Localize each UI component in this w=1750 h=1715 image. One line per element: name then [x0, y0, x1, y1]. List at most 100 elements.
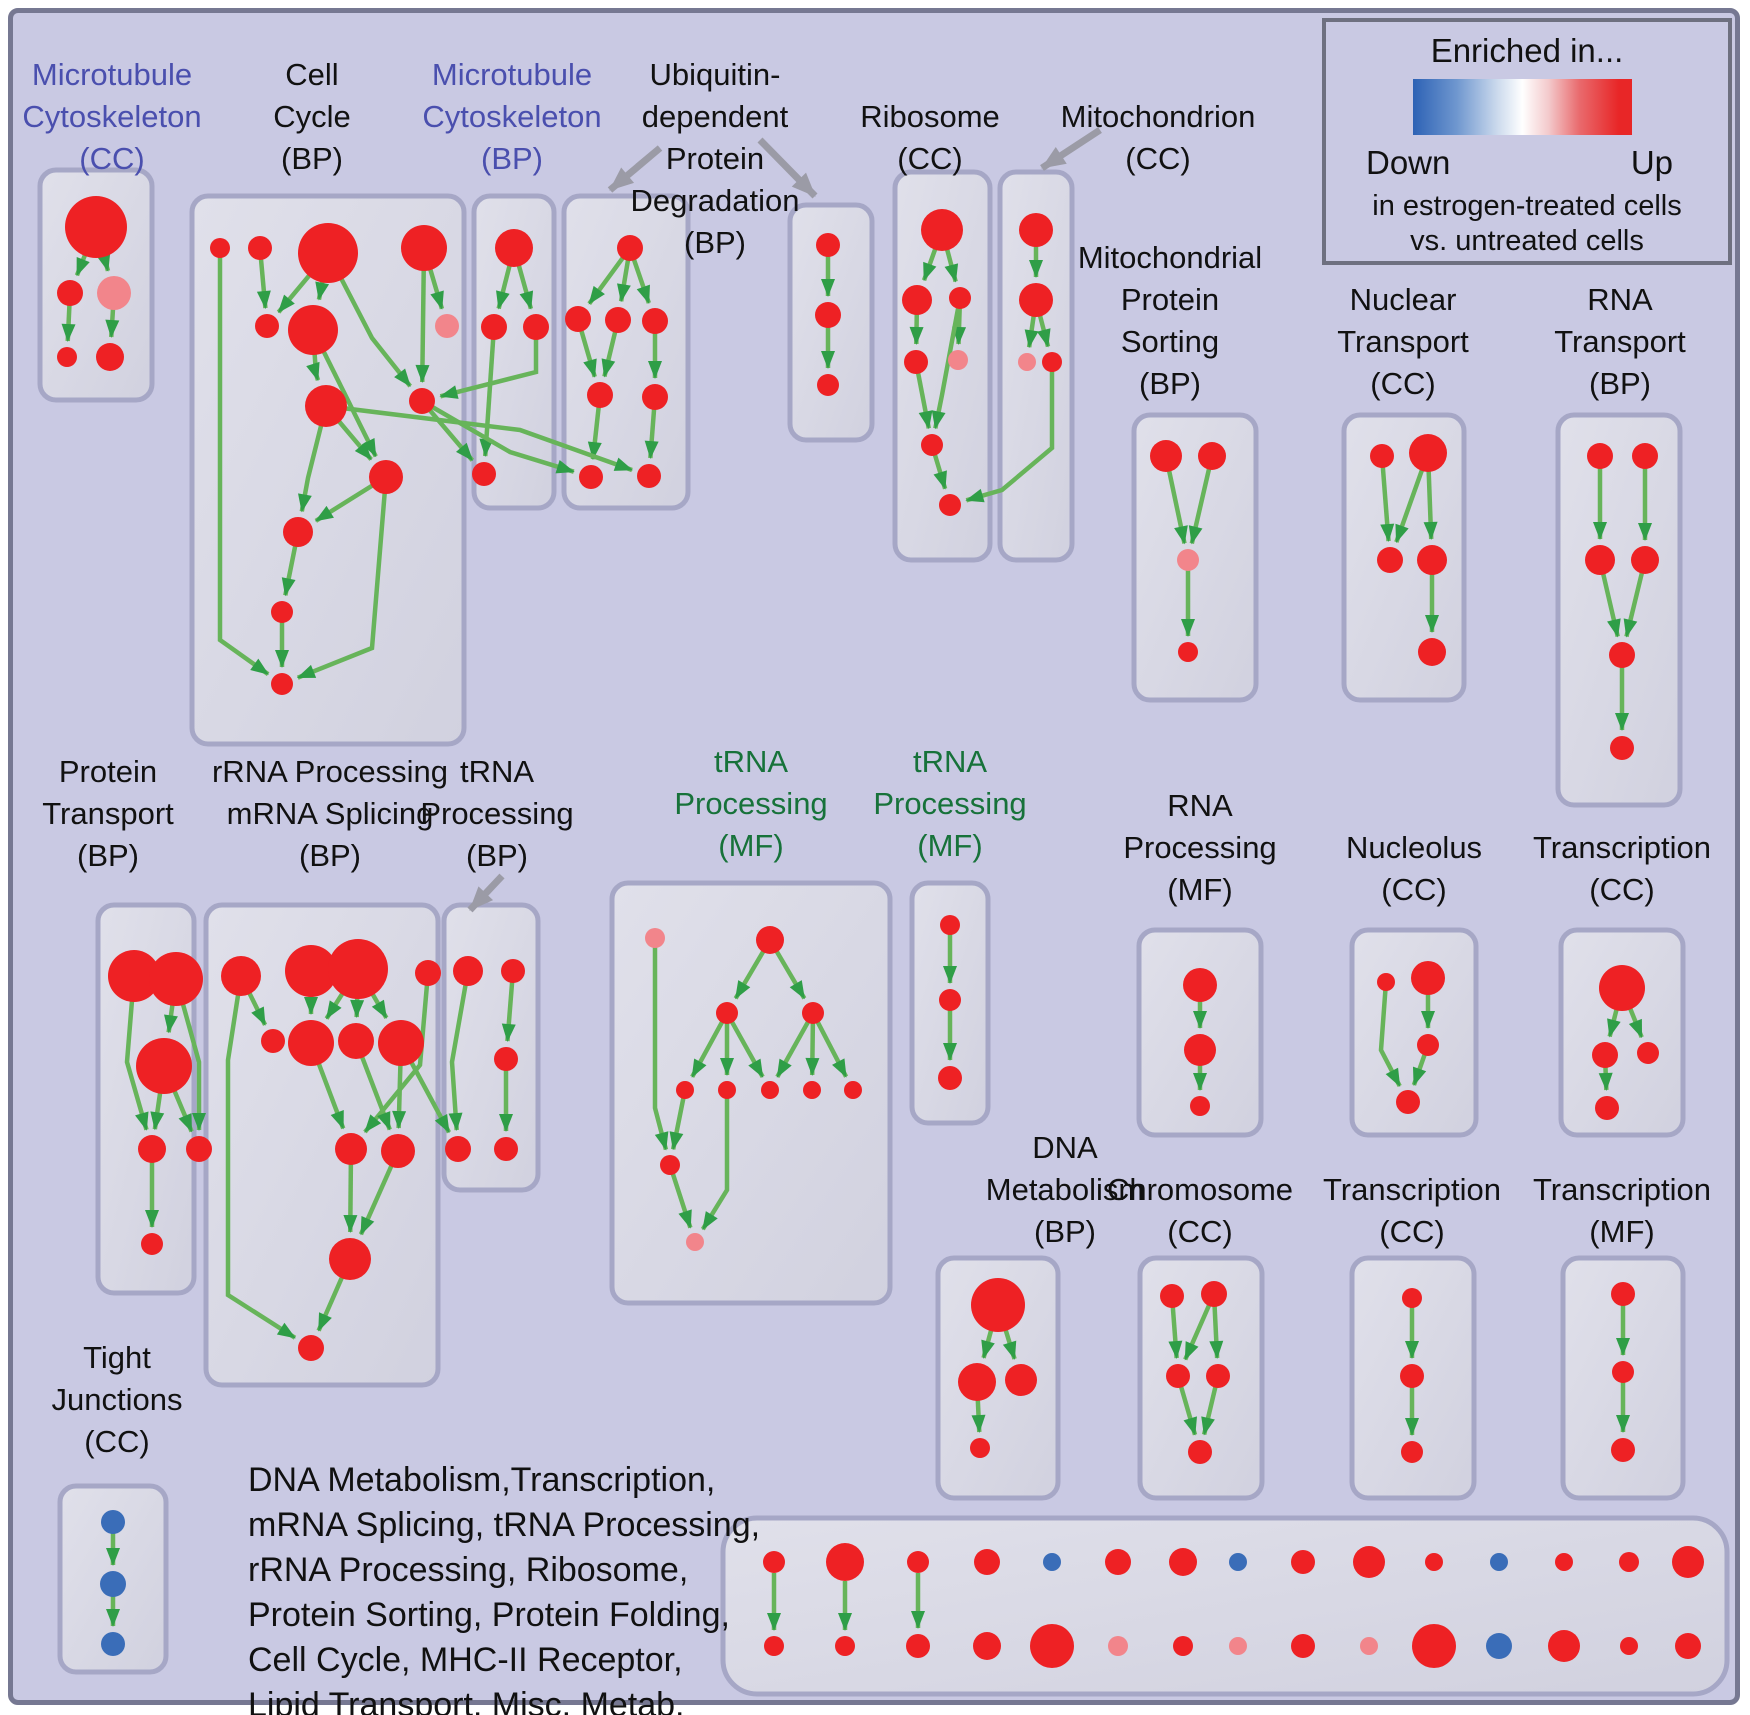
- go-term-node[interactable]: [1043, 1553, 1061, 1571]
- go-term-node[interactable]: [1631, 546, 1659, 574]
- go-term-node[interactable]: [149, 952, 203, 1006]
- go-term-node[interactable]: [65, 196, 127, 258]
- go-term-node[interactable]: [1490, 1553, 1508, 1571]
- go-term-node[interactable]: [298, 223, 358, 283]
- go-term-node[interactable]: [1418, 638, 1446, 666]
- go-term-node[interactable]: [271, 601, 293, 623]
- go-term-node[interactable]: [1620, 1637, 1638, 1655]
- go-term-node[interactable]: [1555, 1553, 1573, 1571]
- go-term-node[interactable]: [587, 382, 613, 408]
- go-term-node[interactable]: [1201, 1281, 1227, 1307]
- go-term-node[interactable]: [1632, 443, 1658, 469]
- go-term-node[interactable]: [1425, 1553, 1443, 1571]
- go-term-node[interactable]: [1396, 1090, 1420, 1114]
- go-term-node[interactable]: [958, 1363, 996, 1401]
- go-term-node[interactable]: [1611, 1282, 1635, 1306]
- go-term-node[interactable]: [369, 460, 403, 494]
- go-term-node[interactable]: [298, 1335, 324, 1361]
- go-term-node[interactable]: [1018, 353, 1036, 371]
- go-term-node[interactable]: [565, 306, 591, 332]
- go-term-node[interactable]: [1609, 642, 1635, 668]
- go-term-node[interactable]: [1675, 1633, 1701, 1659]
- go-term-node[interactable]: [501, 959, 525, 983]
- go-term-node[interactable]: [617, 235, 643, 261]
- go-term-node[interactable]: [1377, 973, 1395, 991]
- go-term-node[interactable]: [415, 960, 441, 986]
- go-term-node[interactable]: [676, 1081, 694, 1099]
- go-term-node[interactable]: [481, 314, 507, 340]
- go-term-node[interactable]: [1637, 1042, 1659, 1064]
- go-term-node[interactable]: [1166, 1364, 1190, 1388]
- go-term-node[interactable]: [271, 673, 293, 695]
- go-term-node[interactable]: [1486, 1633, 1512, 1659]
- go-term-node[interactable]: [921, 434, 943, 456]
- go-term-node[interactable]: [949, 287, 971, 309]
- go-term-node[interactable]: [686, 1233, 704, 1251]
- go-term-node[interactable]: [186, 1136, 212, 1162]
- go-term-node[interactable]: [940, 915, 960, 935]
- go-term-node[interactable]: [288, 1020, 334, 1066]
- go-term-node[interactable]: [1206, 1364, 1230, 1388]
- go-term-node[interactable]: [1360, 1637, 1378, 1655]
- go-term-node[interactable]: [1402, 1288, 1422, 1308]
- go-term-node[interactable]: [108, 950, 160, 1002]
- go-term-node[interactable]: [221, 956, 261, 996]
- go-term-node[interactable]: [815, 302, 841, 328]
- go-term-node[interactable]: [844, 1081, 862, 1099]
- go-term-node[interactable]: [642, 384, 668, 410]
- go-term-node[interactable]: [1150, 440, 1182, 472]
- go-term-node[interactable]: [1401, 1441, 1423, 1463]
- go-term-node[interactable]: [1291, 1550, 1315, 1574]
- go-term-node[interactable]: [1190, 1096, 1210, 1116]
- go-term-node[interactable]: [761, 1081, 779, 1099]
- go-term-node[interactable]: [136, 1038, 192, 1094]
- go-term-node[interactable]: [756, 926, 784, 954]
- go-term-node[interactable]: [1612, 1361, 1634, 1383]
- go-term-node[interactable]: [921, 209, 963, 251]
- go-term-node[interactable]: [1377, 547, 1403, 573]
- go-term-node[interactable]: [1409, 434, 1447, 472]
- go-term-node[interactable]: [1411, 961, 1445, 995]
- go-term-node[interactable]: [329, 1238, 371, 1280]
- go-term-node[interactable]: [472, 462, 496, 486]
- go-term-node[interactable]: [523, 314, 549, 340]
- go-term-node[interactable]: [907, 1551, 929, 1573]
- go-term-node[interactable]: [1291, 1634, 1315, 1658]
- go-term-node[interactable]: [141, 1233, 163, 1255]
- go-term-node[interactable]: [1585, 545, 1615, 575]
- go-term-node[interactable]: [138, 1135, 166, 1163]
- go-term-node[interactable]: [1229, 1553, 1247, 1571]
- go-term-node[interactable]: [495, 229, 533, 267]
- go-term-node[interactable]: [973, 1632, 1001, 1660]
- go-term-node[interactable]: [970, 1438, 990, 1458]
- go-term-node[interactable]: [1005, 1364, 1037, 1396]
- go-term-node[interactable]: [904, 350, 928, 374]
- go-term-node[interactable]: [283, 517, 313, 547]
- go-term-node[interactable]: [764, 1636, 784, 1656]
- go-term-node[interactable]: [642, 308, 668, 334]
- go-term-node[interactable]: [1672, 1546, 1704, 1578]
- go-term-node[interactable]: [96, 343, 124, 371]
- go-term-node[interactable]: [435, 314, 459, 338]
- go-term-node[interactable]: [261, 1029, 285, 1053]
- go-term-node[interactable]: [1184, 1034, 1216, 1066]
- go-term-node[interactable]: [101, 1510, 125, 1534]
- go-term-node[interactable]: [1595, 1096, 1619, 1120]
- go-term-node[interactable]: [1178, 642, 1198, 662]
- go-term-node[interactable]: [1610, 736, 1634, 760]
- go-term-node[interactable]: [763, 1551, 785, 1573]
- go-term-node[interactable]: [401, 225, 447, 271]
- go-term-node[interactable]: [494, 1137, 518, 1161]
- go-term-node[interactable]: [1587, 443, 1613, 469]
- go-term-node[interactable]: [1019, 283, 1053, 317]
- go-term-node[interactable]: [378, 1020, 424, 1066]
- go-term-node[interactable]: [1188, 1440, 1212, 1464]
- go-term-node[interactable]: [1400, 1364, 1424, 1388]
- go-term-node[interactable]: [1105, 1549, 1131, 1575]
- go-term-node[interactable]: [938, 1066, 962, 1090]
- go-term-node[interactable]: [637, 464, 661, 488]
- go-term-node[interactable]: [802, 1002, 824, 1024]
- go-term-node[interactable]: [328, 939, 388, 999]
- go-term-node[interactable]: [1160, 1284, 1184, 1308]
- go-term-node[interactable]: [494, 1047, 518, 1071]
